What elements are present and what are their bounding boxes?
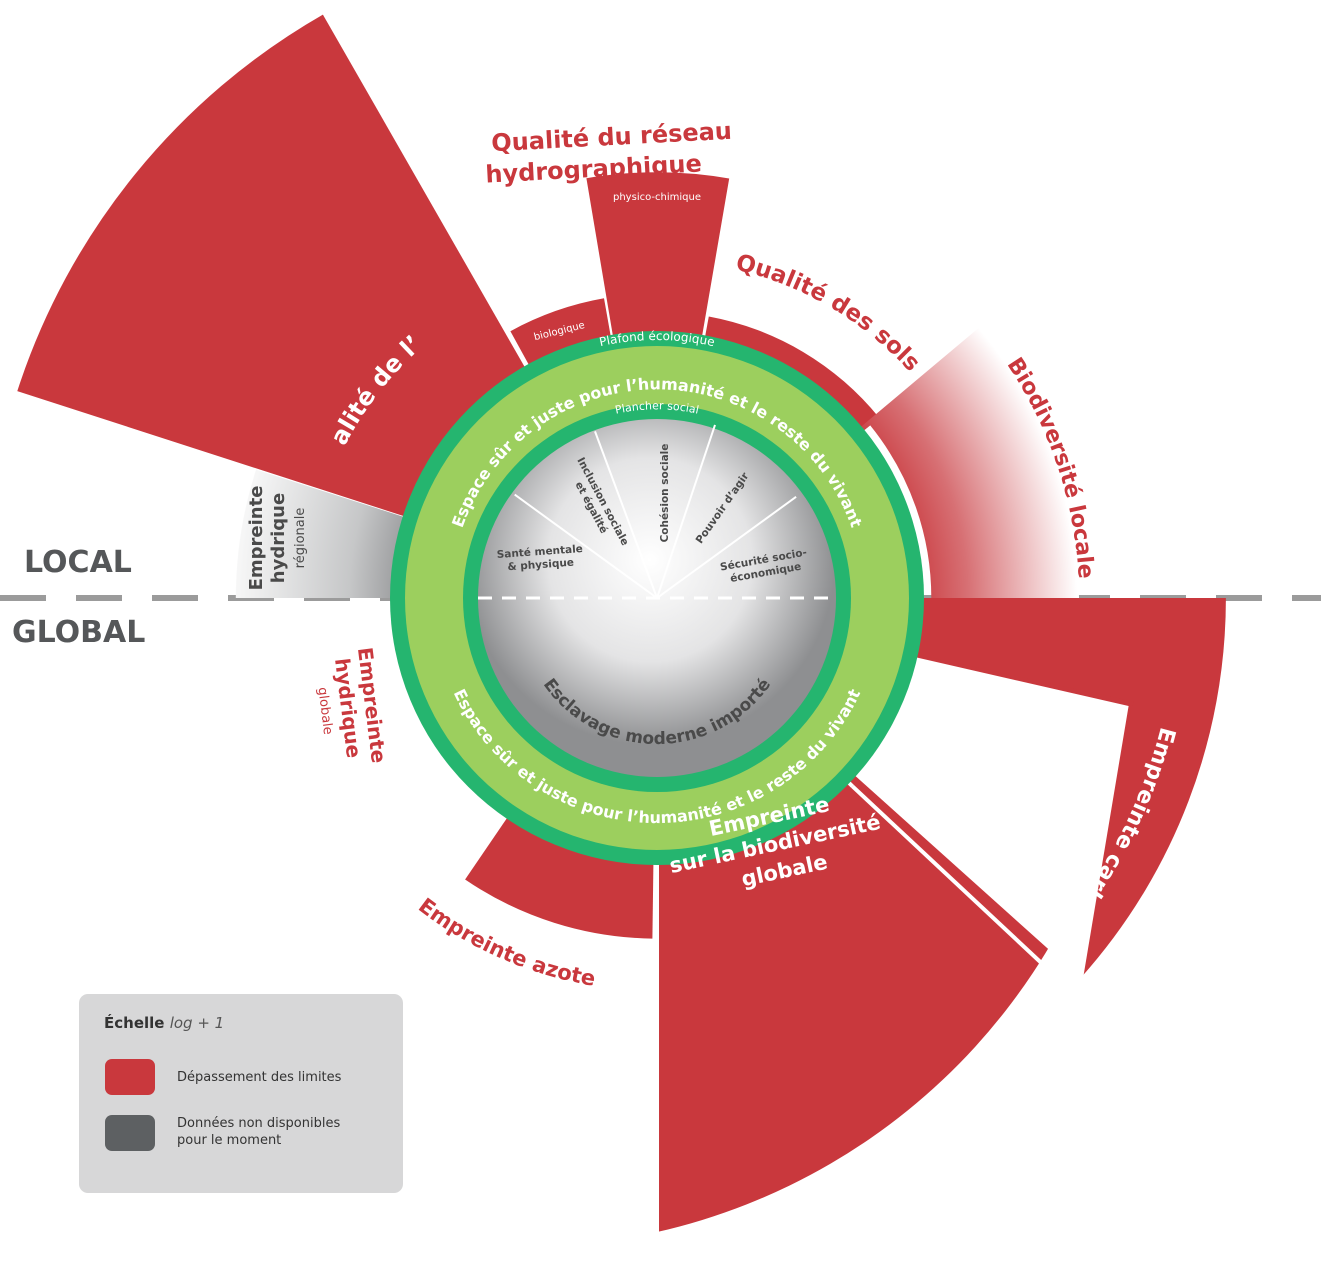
- legend: Échelle log + 1 Dépassement des limites …: [79, 994, 403, 1193]
- separator-carbon-outer: [851, 784, 1083, 1002]
- global-water-label: Empreinte hydrique globale: [314, 646, 391, 765]
- wedge-local-biodiversity: [657, 326, 1079, 598]
- local-label: LOCAL: [24, 545, 132, 580]
- social-floor-label: Plancher social: [614, 399, 700, 416]
- water-physico-label: physico-chimique: [613, 192, 701, 203]
- svg-text:régionale: régionale: [293, 508, 308, 569]
- regional-water-label: Empreinte hydrique régionale: [246, 486, 308, 591]
- social-sector-lines: [514, 424, 797, 599]
- svg-text:globale: globale: [314, 686, 335, 735]
- svg-text:Empreinte: Empreinte: [246, 486, 267, 591]
- global-label: GLOBAL: [12, 615, 145, 650]
- social-label-security: Sécurité socio-économique: [719, 547, 810, 587]
- ecological-ceiling-label: Plafond écologique: [598, 329, 716, 349]
- social-label-cohesion: Cohésion sociale: [659, 444, 671, 543]
- svg-text:hydrique: hydrique: [268, 493, 289, 583]
- legend-swatch-overshoot: [105, 1059, 155, 1095]
- legend-swatch-unavailable: [105, 1115, 155, 1151]
- legend-title: Échelle log + 1: [104, 1014, 225, 1032]
- legend-label-unavailable: Données non disponibles pour le moment: [177, 1116, 341, 1148]
- legend-label-overshoot: Dépassement des limites: [177, 1070, 342, 1085]
